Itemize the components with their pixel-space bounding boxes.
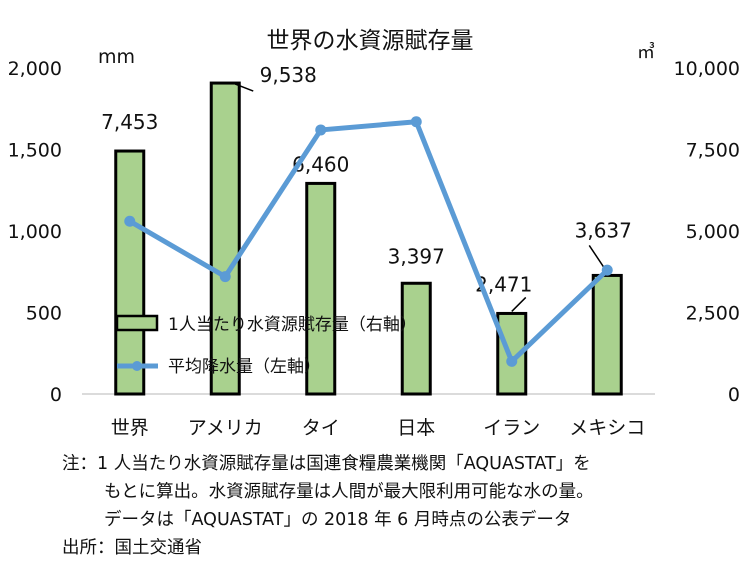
line-point xyxy=(601,264,613,276)
source-line: 出所：国土交通省 xyxy=(62,538,202,558)
category-label: イラン xyxy=(483,417,540,439)
right-tick-label: 0 xyxy=(728,384,740,406)
legend-line-marker xyxy=(132,361,142,371)
right-tick-label: 5,000 xyxy=(686,221,740,243)
chart: 世界の水資源賦存量 mm ㎥ 0 500 1,000 1,500 2,000 0 2,50… xyxy=(8,28,740,439)
right-axis-unit: ㎥ xyxy=(637,42,655,63)
left-tick-label: 2,000 xyxy=(8,58,62,80)
line-point xyxy=(219,271,231,283)
right-tick-label: 2,500 xyxy=(686,303,740,325)
right-tick-label: 7,500 xyxy=(686,140,740,162)
notes: 注：1 人当たり水資源賦存量は国連食糧農業機関「AQUASTAT」を もとに算出… xyxy=(62,450,594,562)
bar xyxy=(591,273,623,396)
legend: 1人当たり水資源賦存量（右軸） 平均降水量（左軸） xyxy=(115,314,417,377)
category-label: タイ xyxy=(302,417,340,439)
legend-bar-label: 1人当たり水資源賦存量（右軸） xyxy=(168,315,417,335)
left-tick-label: 1,500 xyxy=(8,140,62,162)
leader-lines xyxy=(234,83,606,312)
note-line-3: データは「AQUASTAT」の 2018 年 6 月時点の公表データ xyxy=(104,510,572,530)
right-tick-label: 10,000 xyxy=(674,58,740,80)
leader-line xyxy=(511,296,527,312)
bar-value-label: 9,538 xyxy=(260,63,317,87)
legend-bar-swatch xyxy=(115,314,159,332)
category-label: 日本 xyxy=(397,417,435,439)
line-series xyxy=(124,116,613,367)
legend-line-label: 平均降水量（左軸） xyxy=(168,357,321,377)
category-label: メキシコ xyxy=(569,417,645,439)
left-tick-label: 1,000 xyxy=(8,221,62,243)
category-labels: 世界 アメリカ タイ 日本 イラン メキシコ xyxy=(111,417,646,439)
bar xyxy=(305,181,337,396)
category-label: 世界 xyxy=(111,417,149,439)
bar xyxy=(114,149,146,396)
category-label: アメリカ xyxy=(188,417,263,439)
leader-line xyxy=(588,245,606,270)
bar-value-label: 7,453 xyxy=(101,110,158,134)
bar-series xyxy=(114,81,623,396)
left-axis-unit: mm xyxy=(98,46,135,68)
note-line-2: もとに算出。水資源賦存量は人間が最大限利用可能な水の量。 xyxy=(104,482,594,502)
bar xyxy=(209,81,241,396)
left-tick-label: 0 xyxy=(50,384,62,406)
chart-title: 世界の水資源賦存量 xyxy=(267,28,474,54)
note-line-1: 注：1 人当たり水資源賦存量は国連食糧農業機関「AQUASTAT」を xyxy=(62,454,591,474)
left-tick-label: 500 xyxy=(26,303,62,325)
line-point xyxy=(124,215,136,227)
bar-value-label: 3,397 xyxy=(388,244,445,268)
right-axis: 0 2,500 5,000 7,500 10,000 xyxy=(674,58,740,406)
left-axis: 0 500 1,000 1,500 2,000 xyxy=(8,58,62,406)
line-point xyxy=(410,116,422,128)
line-point xyxy=(506,355,518,367)
leader-line xyxy=(234,83,254,92)
bar-value-label: 3,637 xyxy=(575,218,632,242)
precipitation-line xyxy=(128,119,609,364)
line-point xyxy=(315,124,327,136)
bar xyxy=(400,281,432,396)
